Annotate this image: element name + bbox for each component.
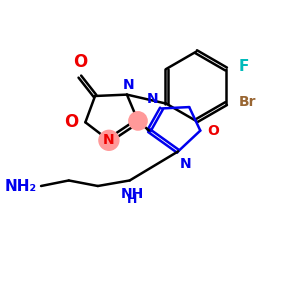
Text: Br: Br xyxy=(238,95,256,109)
Text: H: H xyxy=(127,193,138,206)
Text: F: F xyxy=(238,59,249,74)
Circle shape xyxy=(99,130,119,150)
Text: NH: NH xyxy=(121,188,144,201)
Text: O: O xyxy=(207,124,219,138)
Text: O: O xyxy=(64,113,78,131)
Text: N: N xyxy=(179,157,191,171)
Text: O: O xyxy=(73,53,87,71)
Text: NH₂: NH₂ xyxy=(5,178,37,194)
Text: N: N xyxy=(147,92,159,106)
Text: N: N xyxy=(103,133,115,147)
Text: N: N xyxy=(122,78,134,92)
Circle shape xyxy=(129,112,147,130)
